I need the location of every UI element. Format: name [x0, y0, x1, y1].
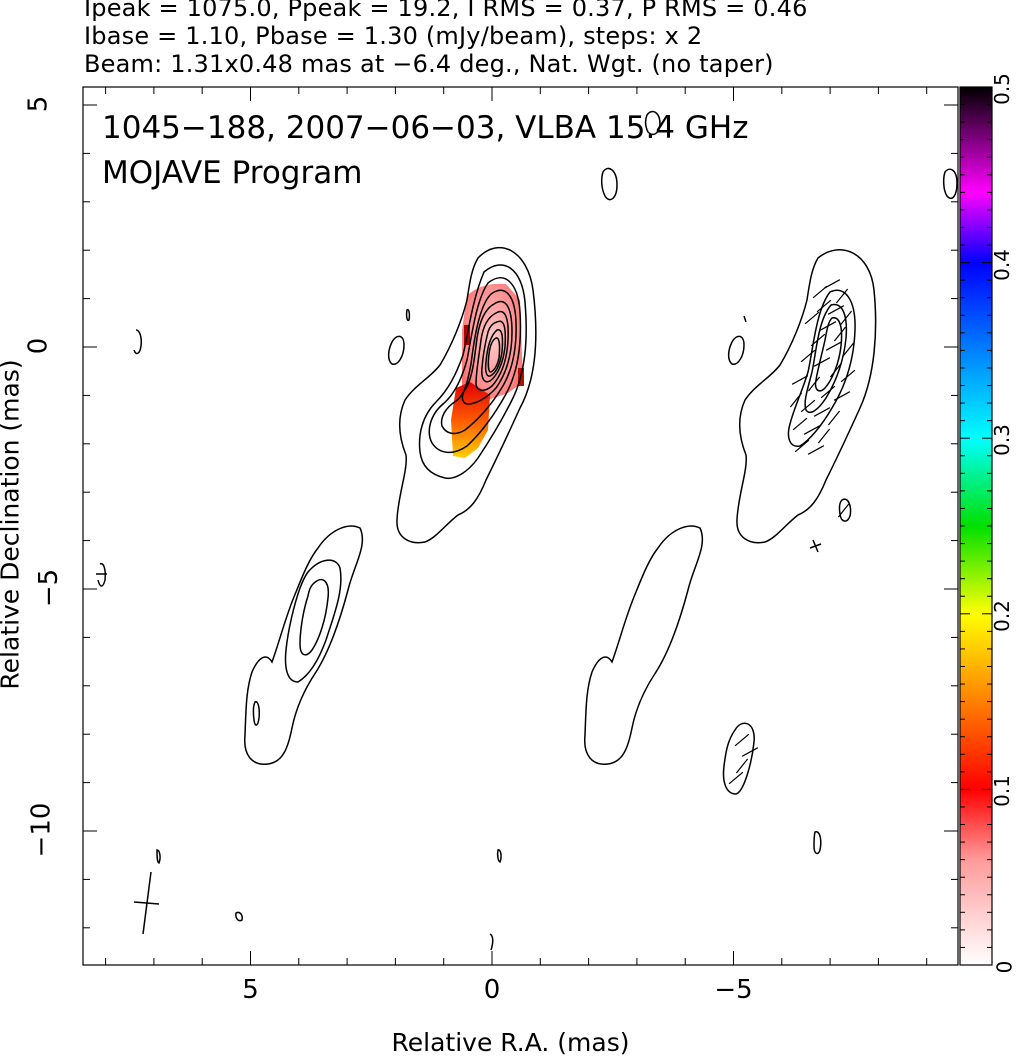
polarization-vector — [827, 410, 841, 426]
polarization-vectors — [728, 279, 856, 785]
y-axis-ticks — [83, 104, 958, 929]
polarization-vector — [800, 399, 816, 413]
intensity-contours — [96, 110, 958, 951]
stats-header-line-1: Ipeak = 1075.0, Ppeak = 19.2, I RMS = 0.… — [84, 0, 808, 22]
colorbar-tick-label: 0 — [992, 960, 1017, 974]
polarization-vector — [734, 733, 750, 747]
y-tick-label: −10 — [26, 802, 57, 858]
polarization-vector — [835, 288, 849, 304]
stats-header-line-2: Ibase = 1.10, Pbase = 1.30 (mJy/beam), s… — [84, 22, 703, 50]
x-tick-label: 5 — [242, 975, 259, 1005]
polarization-vector — [841, 342, 855, 358]
polarization-vector — [816, 299, 832, 313]
stokes-i-contours-right — [584, 249, 877, 855]
polarization-vector — [825, 341, 843, 351]
polarization-vector — [728, 771, 744, 785]
colorbar-tick-label: 0.1 — [989, 775, 1014, 808]
colorbar — [959, 86, 993, 966]
colorbar-tick-label: 0.2 — [989, 599, 1014, 632]
polarization-vector — [839, 310, 853, 326]
colorbar-tick-label: 0.3 — [989, 424, 1014, 457]
polarization-vector — [827, 305, 845, 315]
polarization-vector — [813, 357, 831, 367]
colorbar-ticks — [960, 86, 992, 966]
polarization-vector — [819, 321, 837, 331]
x-tick-label: 0 — [483, 975, 501, 1005]
polarization-vector — [833, 391, 851, 401]
x-tick-label: −5 — [714, 975, 753, 1005]
y-tick-label: 0 — [23, 337, 54, 355]
polarization-vector — [837, 502, 851, 518]
polarization-vector — [735, 758, 749, 774]
stats-header-line-3: Beam: 1.31x0.48 mas at −6.4 deg., Nat. W… — [84, 50, 774, 78]
polarization-vector — [791, 375, 809, 385]
polarization-vector — [810, 333, 826, 347]
polarization-vector — [789, 392, 803, 408]
x-axis-label: Relative R.A. (mas) — [0, 1028, 1021, 1057]
polarization-vector — [800, 349, 816, 363]
colorbar-tick-label: 0.5 — [989, 73, 1014, 105]
chart-subtitle: MOJAVE Program — [102, 155, 363, 191]
polarization-vector — [817, 428, 831, 444]
polarization-vector — [833, 326, 847, 342]
beam-ellipse — [133, 871, 160, 935]
y-tick-label: 5 — [23, 95, 54, 113]
polarization-vector — [823, 279, 841, 289]
chart-title: 1045−188, 2007−06−03, VLBA 15.4 GHz — [102, 110, 749, 146]
polarization-vector — [807, 376, 821, 392]
polarization-vector — [829, 362, 843, 378]
plot-frame — [82, 86, 959, 966]
polarization-vector — [840, 369, 856, 383]
polarization-vector — [741, 747, 759, 757]
colorbar-tick-label: 0.4 — [989, 248, 1014, 281]
jet-polarization-color — [451, 382, 490, 458]
y-axis-label: Relative Declination (mas) — [0, 359, 25, 690]
polarization-vector — [794, 439, 810, 453]
polarization-vector — [804, 311, 820, 325]
polarization-vector — [807, 445, 825, 455]
x-axis-label-text: Relative R.A. (mas) — [391, 1028, 630, 1057]
x-axis-ticks — [105, 87, 928, 965]
polarization-vector — [803, 425, 821, 435]
polarization-vector — [820, 385, 836, 399]
polarization-vector — [792, 417, 808, 431]
polarization-vector — [813, 407, 831, 417]
y-tick-label: −5 — [34, 568, 65, 608]
